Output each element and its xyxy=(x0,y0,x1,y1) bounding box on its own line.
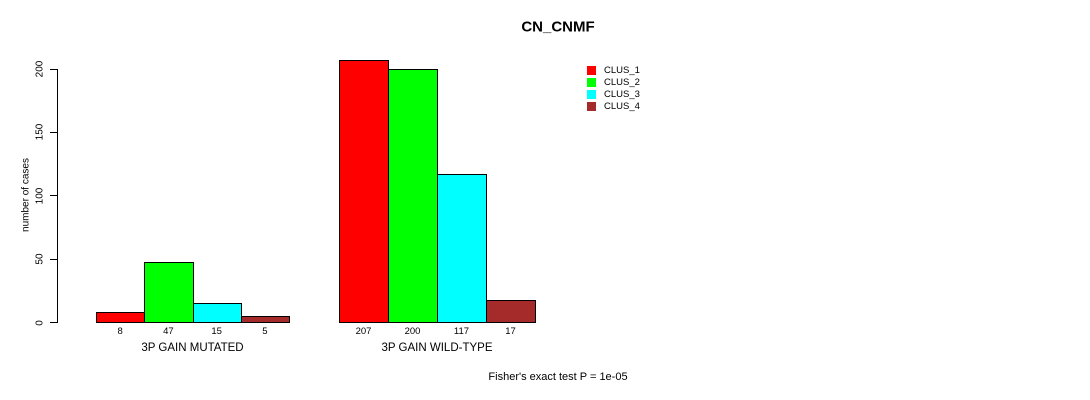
bar-clus_4-group1 xyxy=(240,315,290,323)
bar-clus_3-group2 xyxy=(437,173,487,323)
y-axis-title: number of cases xyxy=(20,158,32,232)
bar-clus_2-group1 xyxy=(144,262,194,323)
y-axis-line xyxy=(57,68,58,323)
legend-label: CLUS_2 xyxy=(604,76,640,88)
legend-item-clus_1: CLUS_1 xyxy=(587,64,640,76)
y-axis-tick-label: 100 xyxy=(34,187,46,205)
group-label-1: 3P GAIN MUTATED xyxy=(141,342,244,354)
bar-value-label: 15 xyxy=(211,326,222,337)
y-axis-tick xyxy=(50,322,57,323)
legend-label: CLUS_1 xyxy=(604,64,640,76)
chart-title: CN_CNMF xyxy=(521,18,595,36)
legend-label: CLUS_4 xyxy=(604,100,640,112)
legend-item-clus_4: CLUS_4 xyxy=(587,100,640,112)
legend-item-clus_2: CLUS_2 xyxy=(587,76,640,88)
bar-value-label: 17 xyxy=(505,326,516,337)
y-axis-tick-label: 0 xyxy=(34,319,46,326)
legend-swatch-clus_1 xyxy=(587,65,596,75)
y-axis-tick xyxy=(50,68,57,70)
bar-clus_2-group2 xyxy=(388,68,438,323)
y-axis-tick-label: 200 xyxy=(34,60,46,78)
group-label-2: 3P GAIN WILD-TYPE xyxy=(381,342,493,354)
bar-value-label: 5 xyxy=(262,326,268,337)
legend-label: CLUS_3 xyxy=(604,88,640,100)
bar-value-label: 117 xyxy=(453,326,470,337)
legend-item-clus_3: CLUS_3 xyxy=(587,88,640,100)
bar-value-label: 47 xyxy=(163,326,174,337)
legend-swatch-clus_3 xyxy=(587,89,596,99)
bar-clus_4-group2 xyxy=(486,300,536,323)
y-axis-tick xyxy=(50,195,57,197)
bar-value-label: 207 xyxy=(355,326,372,337)
bar-clus_1-group2 xyxy=(339,59,389,323)
legend-swatch-clus_4 xyxy=(587,101,596,111)
y-axis-tick xyxy=(50,131,57,133)
bar-value-label: 8 xyxy=(117,326,123,337)
y-axis-tick xyxy=(50,258,57,260)
y-axis-tick-label: 150 xyxy=(34,124,46,141)
y-axis-tick-label: 50 xyxy=(34,253,46,265)
stat-test-annotation: Fisher's exact test P = 1e-05 xyxy=(488,371,628,383)
bar-value-label: 200 xyxy=(404,326,421,337)
bar-clus_1-group1 xyxy=(96,311,146,323)
bar-clus_3-group1 xyxy=(192,302,242,323)
legend-swatch-clus_2 xyxy=(587,77,596,87)
